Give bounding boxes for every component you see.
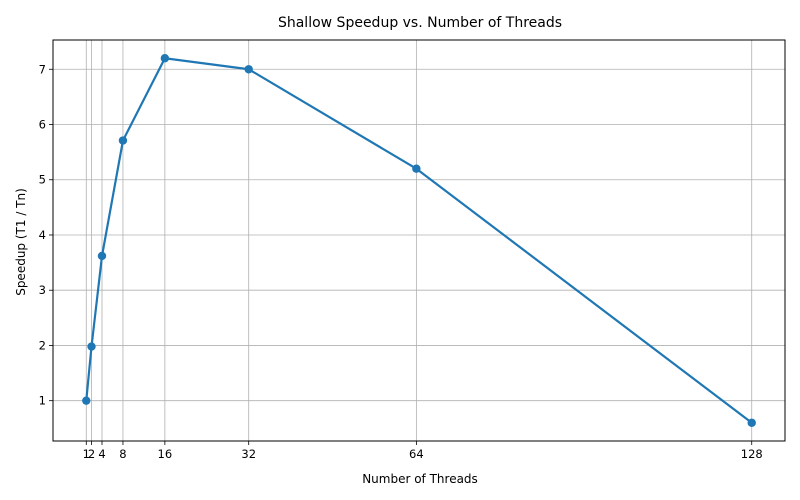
x-tick-label: 128 bbox=[741, 447, 763, 461]
x-tick-label: 4 bbox=[98, 447, 105, 461]
data-point bbox=[97, 251, 107, 261]
data-point bbox=[87, 342, 96, 351]
y-tick-label: 7 bbox=[39, 62, 46, 76]
x-axis-ticks: 12 4 8 16 32 64 128 bbox=[83, 441, 763, 461]
y-tick-label: 1 bbox=[39, 394, 46, 408]
x-tick-label: 32 bbox=[241, 447, 256, 461]
data-series bbox=[82, 54, 756, 427]
data-point bbox=[412, 164, 421, 173]
x-tick-label: 2 bbox=[88, 447, 95, 461]
x-tick-label: 8 bbox=[119, 447, 126, 461]
plot-frame bbox=[52, 39, 786, 442]
y-tick-label: 3 bbox=[39, 283, 46, 297]
y-tick-label: 4 bbox=[39, 228, 46, 242]
y-tick-label: 5 bbox=[39, 173, 46, 187]
y-axis-ticks: 1 2 3 4 5 6 7 bbox=[39, 62, 53, 408]
y-tick-label: 6 bbox=[39, 118, 46, 132]
x-tick-label: 64 bbox=[409, 447, 424, 461]
data-point bbox=[118, 136, 128, 145]
series-line bbox=[85, 57, 753, 424]
data-point bbox=[160, 54, 170, 63]
data-point bbox=[82, 396, 91, 405]
y-tick-label: 2 bbox=[39, 338, 46, 352]
y-axis-label: Speedup (T1 / Tn) bbox=[14, 188, 28, 296]
x-tick-label: 1 bbox=[83, 447, 90, 461]
data-point bbox=[747, 418, 756, 427]
data-point bbox=[244, 65, 253, 74]
grid-lines bbox=[53, 40, 785, 441]
x-tick-label: 16 bbox=[158, 447, 173, 461]
x-axis-label: Number of Threads bbox=[362, 472, 478, 486]
chart-title: Shallow Speedup vs. Number of Threads bbox=[278, 15, 562, 31]
